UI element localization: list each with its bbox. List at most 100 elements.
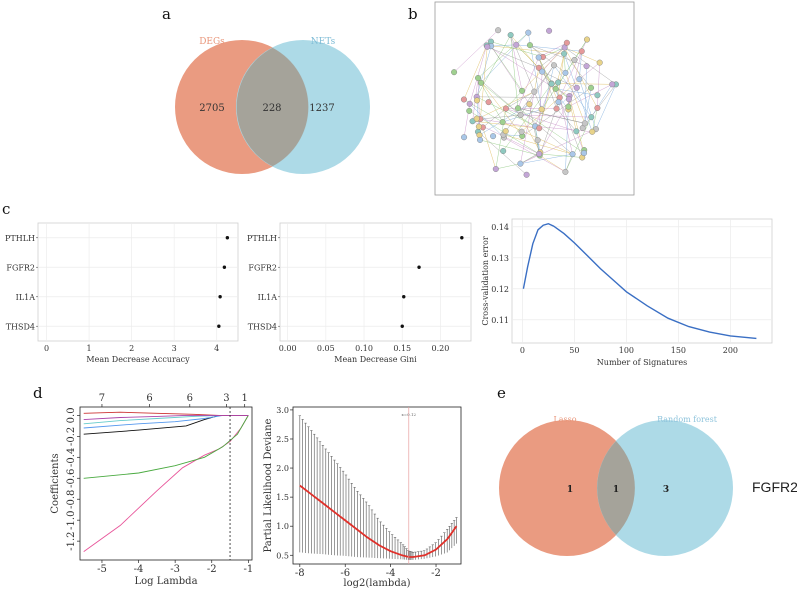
- network-node: [536, 151, 542, 157]
- y-tick-label: 0.14: [491, 223, 509, 232]
- network-node: [581, 150, 587, 156]
- network-node: [532, 89, 538, 95]
- network-node: [503, 128, 509, 134]
- y-tick-label: -1.2: [66, 531, 77, 550]
- x-tick-label: 0.20: [432, 344, 450, 353]
- panel-d-letter: d: [33, 384, 43, 402]
- panel-c-letter: c: [2, 200, 10, 218]
- venn-e-left-label: Lasso: [553, 415, 576, 424]
- data-point: [402, 295, 405, 298]
- network-node: [478, 80, 484, 86]
- y-tick-label: FGFR2: [6, 263, 35, 272]
- venn-a-right-count: 1237: [309, 103, 334, 114]
- plot-frame: [293, 407, 461, 564]
- network-node: [500, 148, 506, 154]
- x-tick-label: 100: [619, 346, 634, 355]
- network-node: [579, 48, 585, 54]
- network-node: [554, 106, 560, 112]
- y-tick-label: 1.0: [276, 522, 289, 531]
- network-node: [556, 99, 562, 105]
- y-tick-label: 3.0: [276, 406, 289, 415]
- network-node: [546, 28, 552, 34]
- network-node: [513, 42, 519, 48]
- network-node: [536, 125, 542, 131]
- x-tick-label: 150: [671, 346, 686, 355]
- coefficient-path-s2: [84, 415, 249, 478]
- x-axis-title: Number of Signatures: [597, 358, 687, 367]
- x-axis-title: Mean Decrease Gini: [334, 355, 417, 364]
- network-node: [490, 133, 496, 139]
- network-node: [566, 96, 572, 102]
- panel-b-letter: b: [408, 5, 418, 23]
- y-tick-label: 2.0: [276, 464, 289, 473]
- network-node: [466, 108, 472, 114]
- y-axis-title: Partial Likelihood Deviane: [263, 418, 274, 552]
- coefficient-path-s6: [84, 412, 249, 415]
- venn-e-right-label: Random forest: [657, 415, 718, 424]
- venn-e-left-count: 1: [567, 485, 573, 495]
- network-node: [553, 86, 559, 92]
- plot-frame: [38, 223, 238, 341]
- network-node: [519, 129, 525, 135]
- y-axis-title: Coefficients: [50, 453, 61, 513]
- network-node: [584, 63, 590, 69]
- y-tick-label: IL1A: [258, 293, 278, 302]
- x-tick-label: 200: [723, 346, 738, 355]
- panel-a-letter: a: [162, 5, 171, 23]
- y-tick-label: 0.12: [491, 285, 509, 294]
- top-tick-label: 6: [146, 393, 152, 404]
- y-tick-label: 1.5: [276, 493, 289, 502]
- network-node: [566, 104, 572, 110]
- y-tick-label: 0.11: [491, 316, 509, 325]
- venn-e-overlap-count: 1: [613, 485, 619, 495]
- top-tick-label: 3: [223, 393, 229, 404]
- coefficient-path-s1: [84, 415, 249, 551]
- network-node: [477, 137, 483, 143]
- network-node: [475, 75, 481, 81]
- panel-e-letter: e: [497, 384, 506, 402]
- x-tick-label: 0: [520, 346, 525, 355]
- network-node: [484, 44, 490, 50]
- x-axis-title: Log Lambda: [134, 576, 197, 587]
- data-point: [226, 236, 229, 239]
- top-tick-label: 6: [187, 393, 193, 404]
- network-node: [524, 172, 530, 178]
- y-tick-label: PTHLH: [5, 234, 35, 243]
- x-tick-label: 0: [44, 344, 49, 353]
- y-tick-label: FGFR2: [248, 263, 277, 272]
- network-node: [574, 85, 580, 91]
- network-node: [595, 92, 601, 98]
- plot-frame: [280, 223, 471, 341]
- network-node: [588, 85, 594, 91]
- data-point: [218, 295, 221, 298]
- plot-frame: [80, 407, 252, 560]
- y-tick-label: IL1A: [16, 293, 36, 302]
- coefficient-path-s7: [84, 415, 249, 419]
- network-node: [476, 124, 482, 130]
- network-node: [536, 55, 542, 61]
- network-node: [572, 57, 578, 63]
- x-tick-label: 3: [172, 344, 177, 353]
- network-node: [500, 119, 506, 125]
- venn-a-left-label: DEGs: [199, 37, 225, 47]
- network-node: [584, 37, 590, 43]
- network-node: [563, 169, 569, 175]
- data-point: [223, 266, 226, 269]
- network-node: [539, 107, 545, 113]
- network-node: [493, 166, 499, 172]
- network-node: [461, 134, 467, 140]
- venn-e-right-count: 3: [663, 485, 669, 495]
- lambda-min-label: x=0.12: [402, 412, 417, 417]
- network-node: [527, 101, 533, 107]
- x-tick-label: 0.00: [279, 344, 297, 353]
- network-node: [515, 105, 521, 111]
- network-node: [561, 51, 567, 57]
- network-node: [486, 99, 492, 105]
- network-node: [461, 97, 467, 103]
- network-node: [574, 128, 580, 134]
- x-tick-label: -4: [134, 564, 144, 575]
